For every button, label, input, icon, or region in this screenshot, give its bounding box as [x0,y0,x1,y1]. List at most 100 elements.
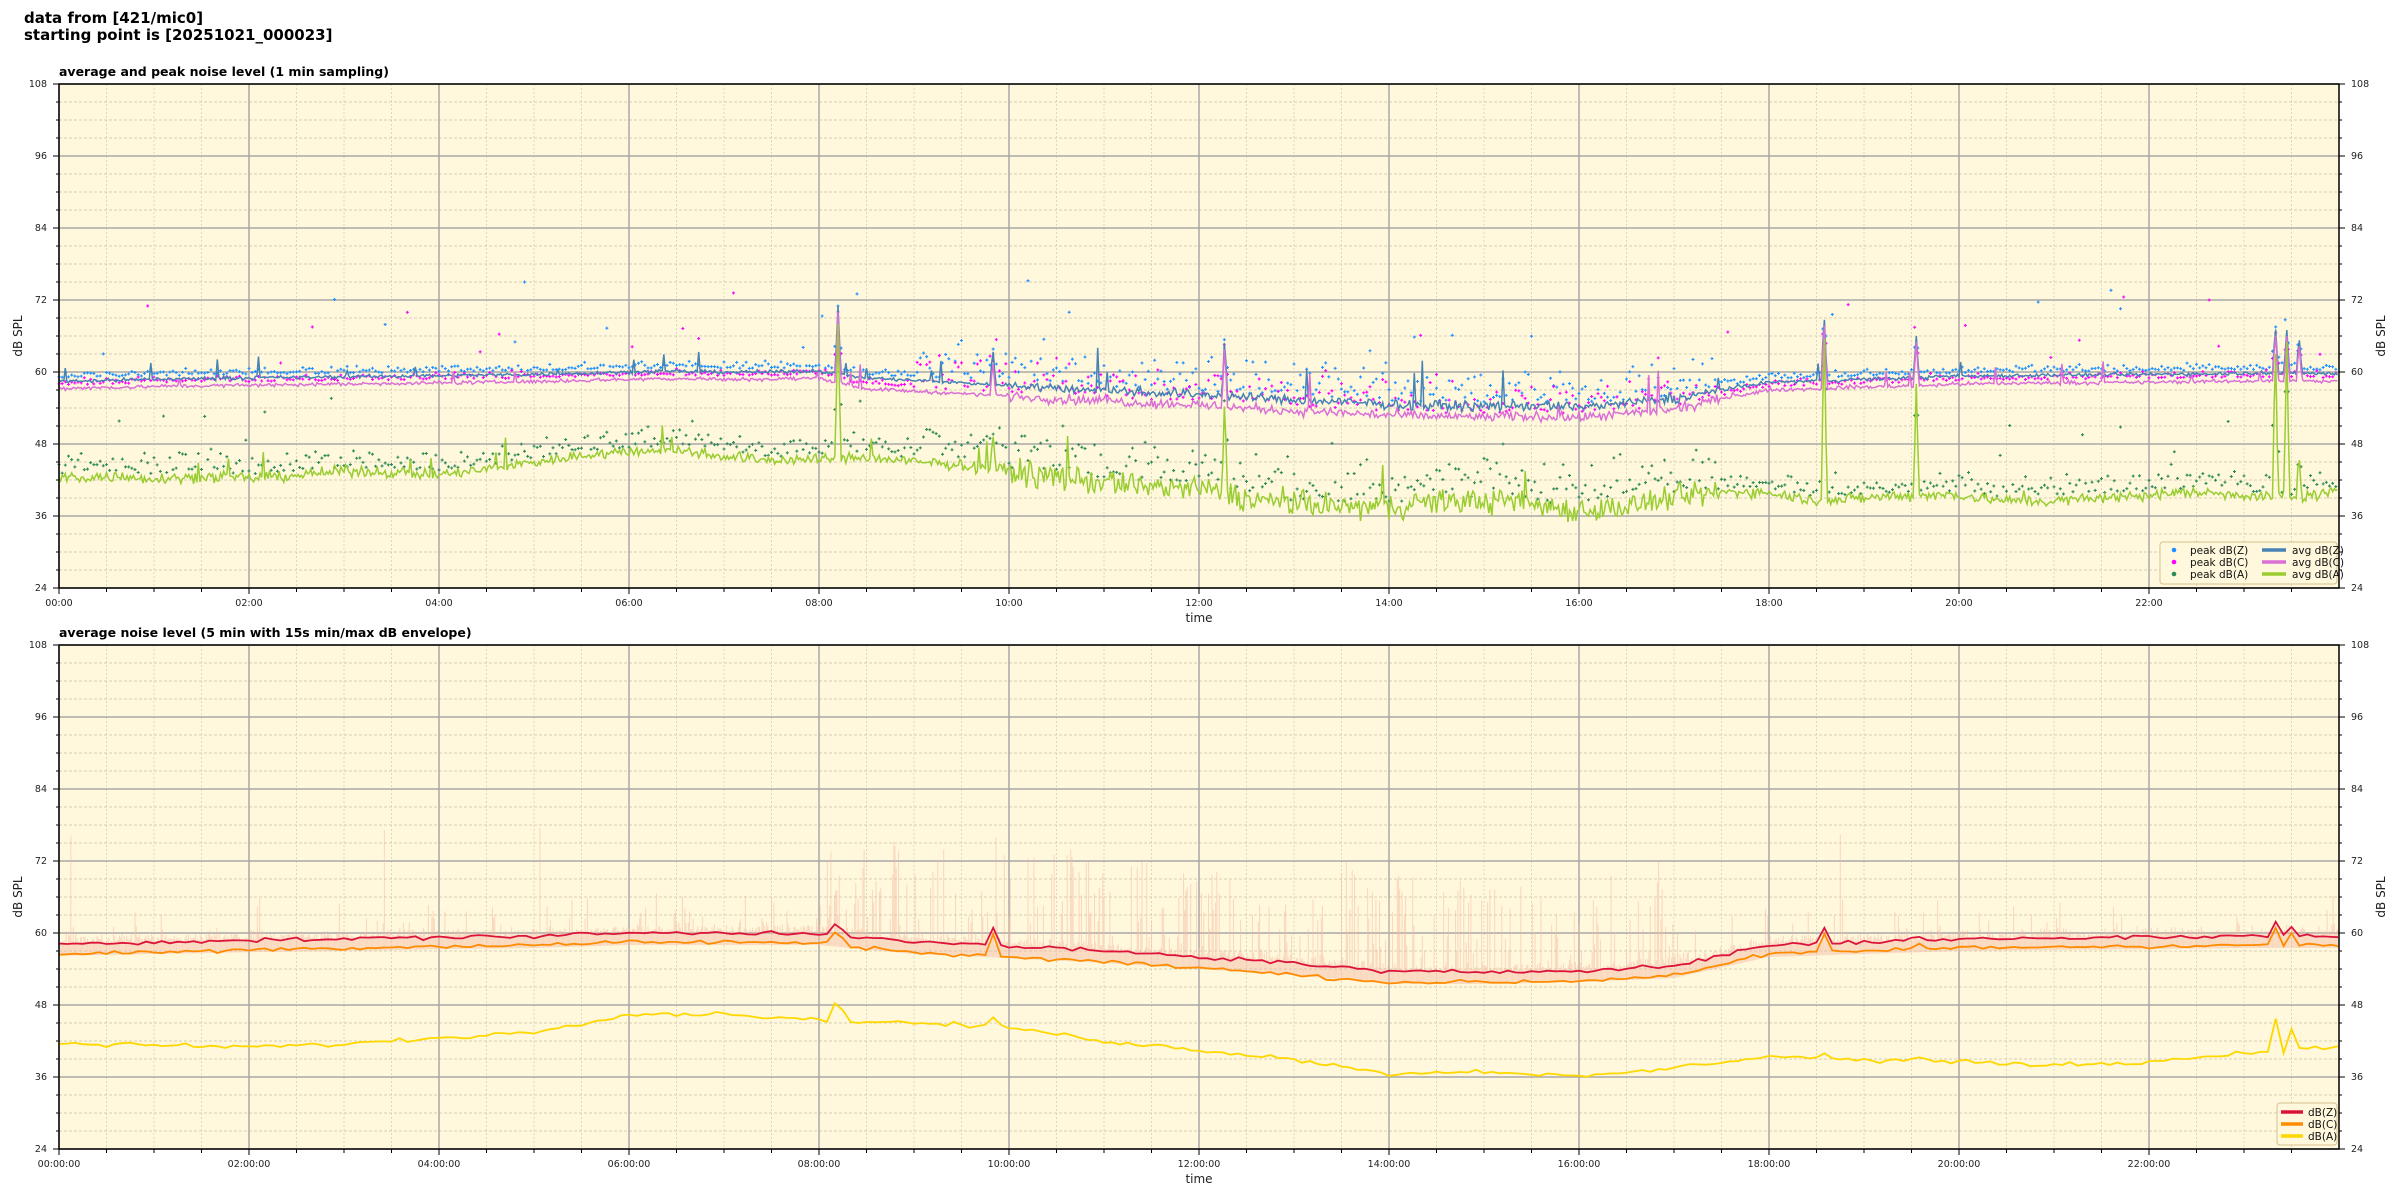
peak-point [421,370,425,374]
y-tick-label-right: 96 [2351,712,2363,723]
peak-point [304,368,308,372]
peak-point [2255,363,2259,367]
peak-point [1637,374,1641,378]
peak-point [950,369,954,373]
peak-point [1606,395,1609,399]
peak-point [1083,355,1087,359]
x-tick-label: 06:00 [615,598,642,609]
peak-point [2166,366,2170,370]
legend: dB(Z)dB(C)dB(A) [2276,1102,2338,1146]
peak-point [827,364,830,368]
y-tick-label-right: 60 [2351,367,2363,378]
peak-point [168,370,172,374]
y-tick-label-left: 108 [29,640,47,651]
peak-point [1343,390,1347,394]
peak-point [1764,376,1768,380]
x-tick-label: 04:00 [425,598,452,609]
peak-point [269,379,273,383]
peak-point [529,375,533,379]
y-tick-label-left: 36 [35,1072,47,1083]
peak-point [1796,375,1799,379]
peak-point [67,375,70,379]
peak-point [86,382,89,386]
peak-point [852,365,856,369]
peak-point [1371,380,1375,384]
peak-point [576,364,580,368]
peak-point [868,372,872,376]
peak-point [928,360,932,364]
peak-point [2267,365,2271,369]
peak-point [903,370,906,374]
peak-point [162,370,165,374]
peak-point [966,372,970,376]
x-tick-label: 16:00:00 [1558,1159,1601,1170]
peak-point [789,363,792,367]
peak-point [570,366,574,370]
peak-point [1207,360,1210,364]
peak-point [1650,363,1654,367]
peak-point [336,378,340,382]
peak-point [909,382,913,386]
peak-point [896,369,900,373]
peak-point [1849,374,1853,378]
peak-point [1542,393,1546,397]
peak-point [478,368,482,372]
peak-point [1685,386,1689,390]
y-tick-label-left: 84 [35,784,47,795]
peak-point [86,371,89,375]
peak-point [770,365,773,369]
x-tick-label: 20:00 [1945,598,1972,609]
peak-point [1324,361,1328,365]
peak-point [890,383,894,387]
peak-point [656,372,659,376]
peak-point [1568,382,1571,386]
peak-point [2236,365,2240,369]
peak-point [2201,364,2205,368]
peak-point [380,371,384,375]
peak-point [504,368,507,372]
peak-point [2217,365,2221,369]
peak-point [1533,387,1537,391]
peak-point [2324,363,2328,367]
peak-point [1875,373,1879,377]
peak-point [1441,396,1445,400]
peak-point [608,373,612,377]
peak-point [469,367,473,371]
peak-point [200,371,203,375]
peak-point [618,373,621,377]
peak-point [526,368,530,372]
peak-point [488,366,492,370]
peak-point [82,376,86,380]
peak-point [1666,386,1670,390]
peak-point [418,367,422,371]
peak-point [795,372,799,376]
peak-point [377,377,381,381]
top-chart: 24 24 36 36 48 48 60 60 72 72 84 84 96 96 108 108 00:00 0… [11,79,2388,625]
peak-point [1362,366,1366,370]
peak-point [1634,389,1638,393]
peak-point [1723,378,1727,382]
y-tick-label-right: 24 [2351,1144,2363,1155]
peak-point [2112,367,2116,371]
peak-point [193,369,197,373]
peak-point [345,377,349,381]
peak-point [782,366,786,370]
peak-point [1029,359,1033,363]
peak-point [1834,369,1837,373]
peak-point [361,368,365,372]
peak-point [1302,385,1305,389]
x-tick-label: 08:00:00 [798,1159,841,1170]
peak-point [2261,366,2265,370]
peak-point [1587,397,1590,401]
peak-point [478,350,482,354]
peak-point [586,367,590,371]
peak-point [998,374,1001,378]
peak-point [2150,367,2154,371]
peak-point [763,359,767,363]
peak-point [804,364,808,368]
peak-point [1701,362,1704,366]
peak-point [915,360,919,364]
header-line-2: starting point is [20251021_000023] [24,26,332,44]
peak-point [741,364,745,368]
peak-point [260,379,264,383]
